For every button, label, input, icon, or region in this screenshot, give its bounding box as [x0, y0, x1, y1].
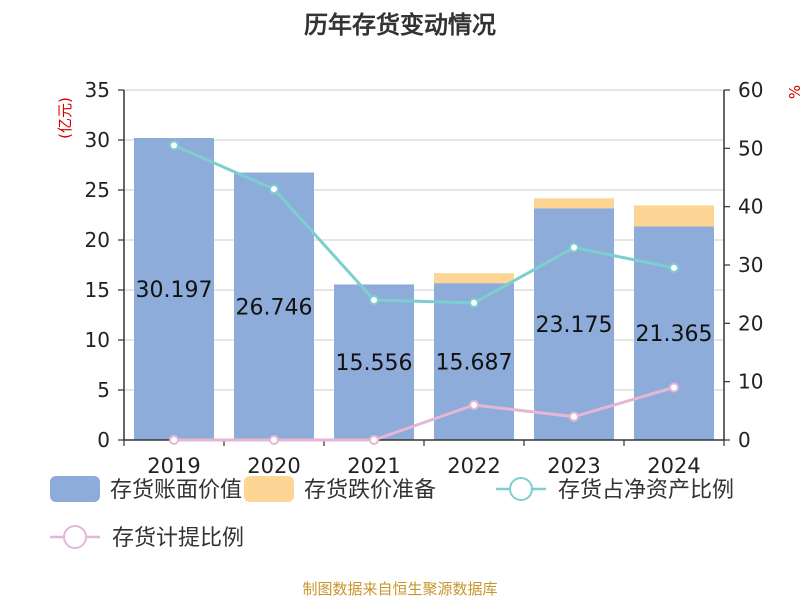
left-tick-label: 10: [85, 328, 110, 352]
legend-label: 存货账面价值: [110, 478, 242, 503]
right-tick-label: 0: [738, 428, 751, 452]
bar-book-value: [134, 138, 214, 440]
line-point: [569, 411, 579, 422]
left-tick-label: 30: [85, 128, 110, 152]
line-point: [269, 435, 279, 445]
right-tick-label: 40: [738, 195, 763, 219]
x-tick-label: 2022: [447, 454, 500, 478]
source-note: 制图数据来自恒生聚源数据库: [302, 580, 497, 598]
bar-impairment: [634, 205, 714, 227]
chart-title: 历年存货变动情况: [304, 11, 496, 39]
bar-impairment: [534, 198, 614, 209]
right-tick-label: 10: [738, 370, 763, 394]
legend-label: 存货计提比例: [112, 526, 244, 551]
bar-impairment: [434, 273, 514, 284]
bar-value-label: 15.556: [336, 351, 413, 376]
right-tick-label: 60: [738, 78, 763, 102]
line-point: [469, 297, 479, 308]
line-point: [369, 435, 379, 445]
left-tick-label: 35: [85, 78, 110, 102]
line-point: [669, 382, 679, 393]
axes: 0 5 10 15 20 25 30 35 0 10 20 30 40 50 60 2019 2020 2021 2…: [85, 78, 764, 478]
line-provision-ratio: [174, 386, 675, 442]
x-tick-label: 2024: [647, 454, 700, 478]
right-tick-label: 50: [738, 136, 763, 160]
legend-label: 存货占净资产比例: [558, 478, 734, 503]
left-tick-label: 20: [85, 228, 110, 252]
right-tick-label: 30: [738, 253, 763, 277]
x-tick-label: 2019: [147, 454, 200, 478]
x-tick-label: 2021: [347, 454, 400, 478]
right-tick-label: 20: [738, 311, 763, 335]
bar-value-label: 30.197: [136, 278, 213, 303]
line-net-asset-ratio: [173, 144, 675, 305]
right-axis-unit: %: [786, 85, 800, 99]
bar-value-label: 15.687: [436, 351, 513, 376]
line-point: [569, 242, 579, 253]
left-tick-label: 5: [97, 378, 110, 402]
left-tick-label: 0: [97, 428, 110, 452]
grid-lines: [124, 89, 724, 391]
legend-swatch: [244, 476, 294, 502]
legend-label: 存货跌价准备: [304, 478, 436, 503]
legend-marker: [509, 477, 533, 501]
bar-book-value: [334, 284, 414, 440]
left-axis-unit: (亿元): [56, 97, 74, 139]
line-point: [469, 400, 479, 410]
line-point: [269, 184, 279, 195]
line-point: [369, 295, 379, 305]
legend-marker: [63, 525, 87, 549]
bar-value-label: 23.175: [536, 313, 613, 338]
bars: [134, 138, 714, 441]
x-tick-label: 2023: [547, 454, 600, 478]
left-tick-label: 25: [85, 178, 110, 202]
bar-value-label: 26.746: [236, 295, 313, 320]
bar-value-label: 21.365: [636, 322, 713, 347]
lines: [169, 140, 679, 445]
line-point: [169, 140, 179, 151]
line-point: [169, 435, 179, 445]
bar-labels: 30.197 26.746 15.556 15.687 23.175 21.365: [136, 278, 713, 376]
legend-swatch: [50, 476, 100, 502]
left-tick-label: 15: [85, 278, 110, 302]
line-point: [669, 262, 679, 273]
x-tick-label: 2020: [247, 454, 300, 478]
